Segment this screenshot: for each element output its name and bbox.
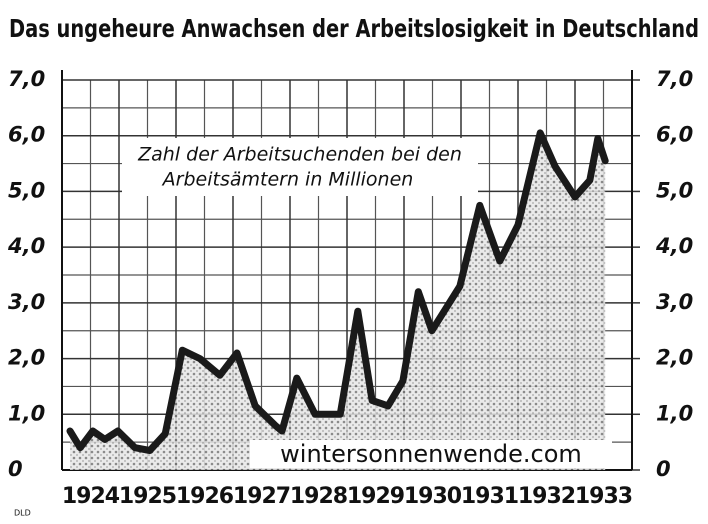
y-tick-label: 6,0 [8, 123, 45, 147]
y-tick-label: 5,0 [8, 178, 45, 202]
y2-tick-label: 2,0 [656, 346, 693, 370]
x-tick-label: 1925 [119, 484, 176, 509]
credit: DLD [14, 509, 31, 518]
y2-tick-label: 7,0 [656, 67, 693, 91]
y2-tick-label: 1,0 [656, 401, 693, 425]
y-tick-label: 2,0 [8, 346, 45, 370]
watermark: wintersonnenwende.com [280, 440, 582, 468]
x-tick-label: 1924 [62, 484, 120, 509]
y2-tick-label: 5,0 [656, 178, 693, 202]
x-tick-label: 1930 [404, 484, 462, 509]
y2-tick-label: 4,0 [655, 234, 693, 258]
y-tick-label: 3,0 [8, 290, 45, 314]
annotation: Zahl der Arbeitsuchenden bei den [137, 144, 462, 166]
y-tick-label: 1,0 [8, 401, 45, 425]
y-tick-label: 0 [8, 457, 23, 481]
chart-title: Das ungeheure Anwachsen der Arbeitslosig… [9, 14, 699, 43]
x-tick-label: 1926 [176, 484, 234, 509]
annotation: Arbeitsämtern in Millionen [161, 169, 414, 191]
x-tick-label: 1931 [461, 484, 518, 509]
x-tick-label: 1928 [290, 484, 347, 509]
y-tick-label: 7,0 [8, 67, 45, 91]
x-tick-label: 1932 [518, 484, 575, 509]
x-tick-label: 1929 [347, 484, 404, 509]
y-tick-label: 4,0 [7, 234, 45, 258]
y2-tick-label: 0 [656, 457, 671, 481]
y2-tick-label: 6,0 [656, 123, 693, 147]
x-tick-label: 1933 [575, 484, 632, 509]
y2-tick-label: 3,0 [656, 290, 693, 314]
x-tick-label: 1927 [233, 484, 290, 509]
chart: Das ungeheure Anwachsen der Arbeitslosig… [0, 0, 708, 524]
